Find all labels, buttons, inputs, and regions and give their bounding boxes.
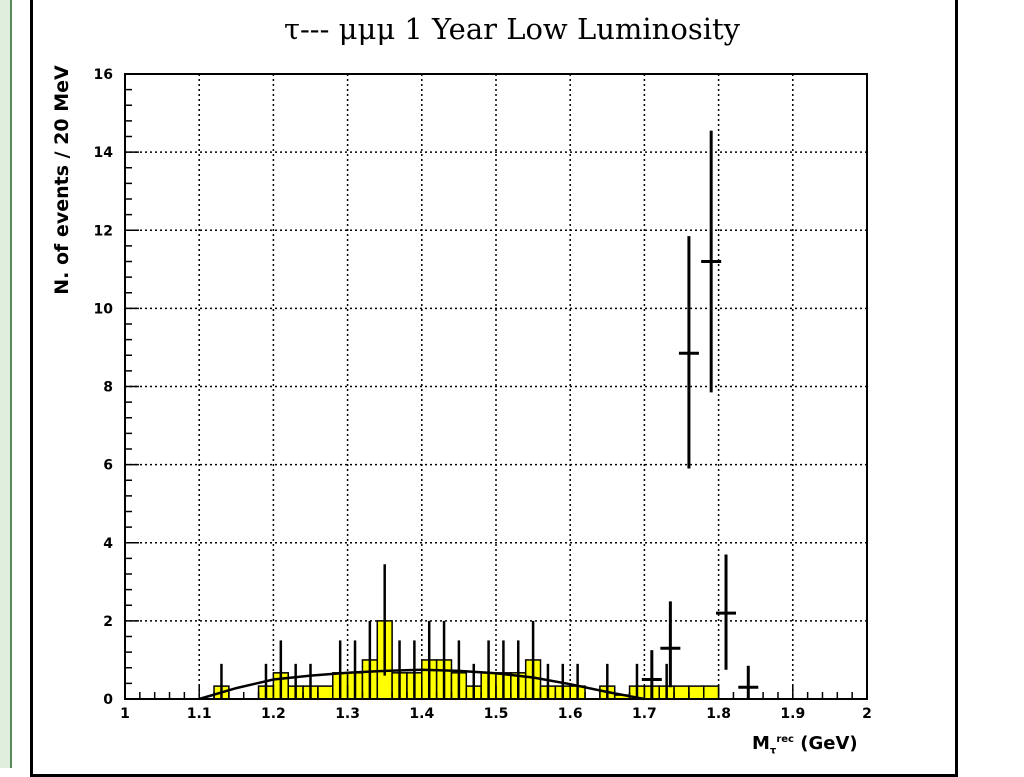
x-tick-label: 1.2 [261, 706, 286, 722]
x-tick-label: 1.7 [632, 706, 657, 722]
histogram-bin [673, 685, 690, 700]
y-tick-label: 0 [103, 692, 113, 708]
x-tick-label: 1.9 [780, 706, 805, 722]
x-axis-label-unit: (GeV) [800, 733, 858, 754]
y-tick-label: 2 [103, 614, 113, 630]
x-axis-label-sub: τ [769, 745, 777, 757]
y-tick-label: 6 [103, 458, 113, 474]
histogram-bin [688, 685, 705, 700]
x-tick-label: 1 [120, 706, 130, 722]
x-tick-label: 1.1 [187, 706, 212, 722]
histogram-bin [317, 685, 334, 700]
x-tick-label: 1.8 [706, 706, 731, 722]
x-axis-label: Mτrec (GeV) [752, 733, 858, 757]
x-axis-label-sup: rec [776, 734, 794, 745]
histogram-bin [703, 685, 720, 700]
x-tick-label: 2 [862, 706, 872, 722]
y-tick-label: 8 [103, 380, 113, 396]
x-tick-label: 1.5 [484, 706, 509, 722]
x-axis-label-main: M [752, 733, 770, 754]
window-left-edge [0, 0, 12, 768]
chart-title: τ--- μμμ 1 Year Low Luminosity [283, 12, 741, 46]
fit-curve [198, 668, 645, 701]
y-tick-label: 14 [94, 145, 114, 161]
x-tick-label: 1.4 [409, 706, 434, 722]
y-tick-label: 16 [94, 67, 113, 83]
y-tick-label: 12 [94, 223, 113, 239]
x-tick-label: 1.3 [335, 706, 360, 722]
y-tick-label: 4 [103, 536, 113, 552]
y-tick-label: 10 [94, 301, 114, 317]
x-tick-label: 1.6 [558, 706, 583, 722]
